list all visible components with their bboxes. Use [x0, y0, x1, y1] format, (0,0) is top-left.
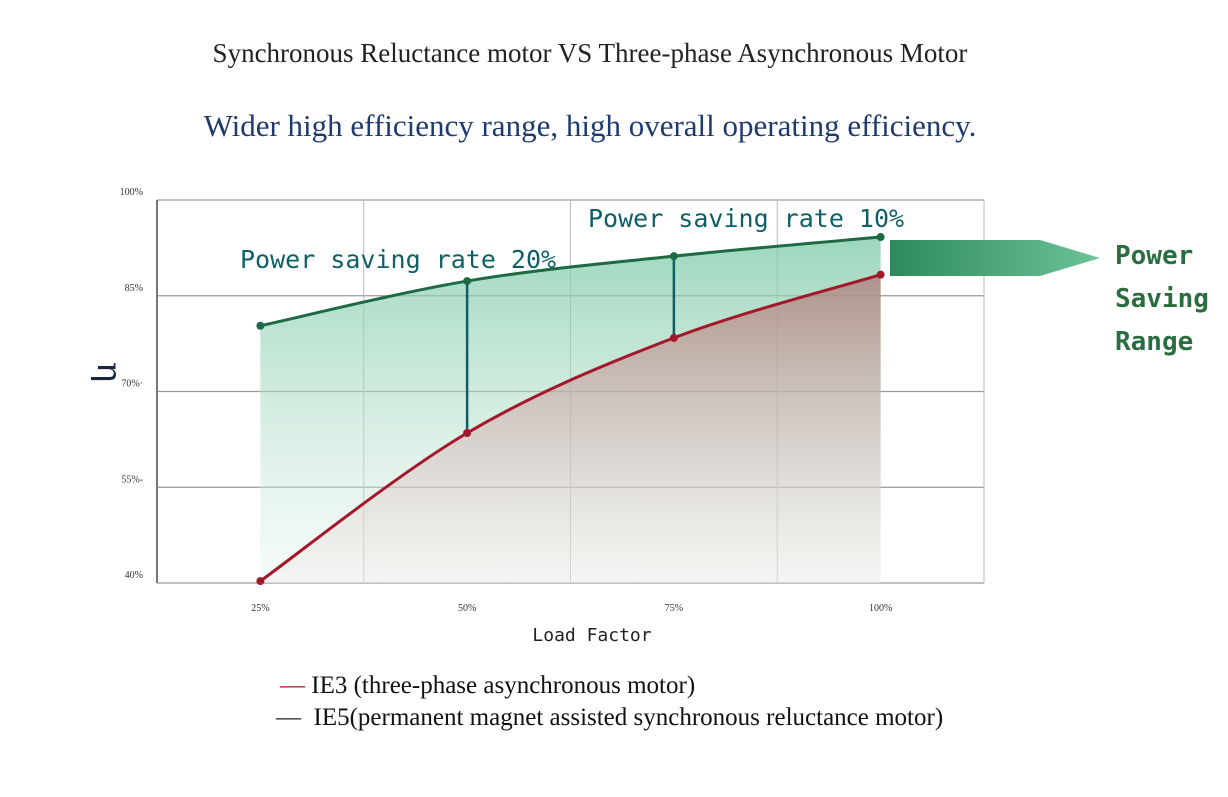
ie5-point	[876, 233, 885, 242]
y-tick-label: 55%-	[121, 474, 143, 485]
ie5-point	[256, 321, 265, 330]
power-saving-range-label: Power	[1115, 241, 1193, 271]
legend-swatch-ie3: ––	[280, 672, 305, 699]
ie3-point	[463, 428, 472, 437]
ie5-point	[463, 277, 472, 286]
ie3-point	[876, 270, 885, 279]
x-tick-label: 50%	[458, 603, 476, 614]
legend-item-ie5: –– IE5(permanent magnet assisted synchro…	[276, 704, 943, 732]
annotation-20: Power saving rate 20%	[240, 245, 556, 274]
x-axis-label: Load Factor	[532, 625, 651, 646]
y-tick-label: 100%	[120, 187, 143, 198]
x-tick-label: 25%	[251, 603, 269, 614]
legend-swatch-ie5: ––	[276, 704, 301, 731]
ie3-line	[259, 273, 882, 583]
x-tick-label: 100%	[869, 603, 892, 614]
annotation-10: Power saving rate 10%	[588, 204, 904, 233]
y-axis-label: η	[89, 362, 129, 382]
legend-label-ie3: IE3 (three-phase asynchronous motor)	[311, 672, 696, 699]
power-saving-range-label: Saving	[1115, 284, 1209, 314]
legend-item-ie3: –– IE3 (three-phase asynchronous motor)	[280, 672, 695, 700]
ie5-line	[260, 235, 881, 328]
y-tick-label: 40%	[125, 570, 143, 581]
ie3-point	[669, 333, 678, 342]
chart-subtitle: Synchronous Reluctance motor VS Three-ph…	[212, 38, 968, 68]
y-tick-label: 70%·	[121, 379, 143, 390]
power-saving-arrow	[890, 240, 1100, 276]
y-tick-label: 85%	[125, 283, 143, 294]
x-tick-label: 75%	[665, 603, 683, 614]
ie3-point	[256, 577, 265, 586]
power-saving-range-label: Range	[1115, 327, 1193, 357]
legend-label-ie5: IE5(permanent magnet assisted synchronou…	[313, 704, 944, 731]
ie5-point	[669, 252, 678, 261]
ie3-area	[260, 274, 881, 583]
chart-tagline: Wider high efficiency range, high overal…	[203, 108, 977, 143]
